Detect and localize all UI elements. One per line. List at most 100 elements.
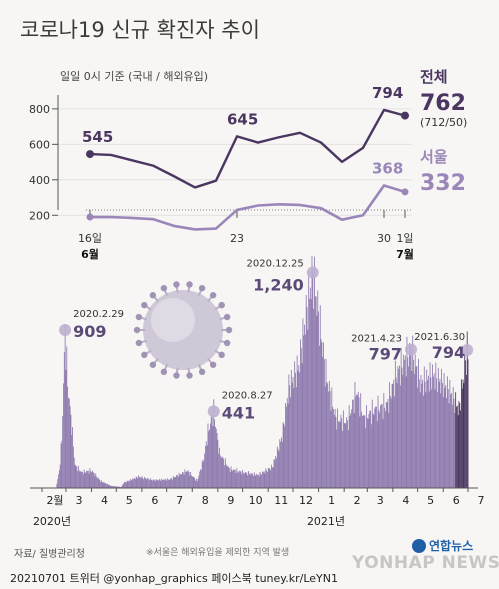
daily-bar [326, 382, 328, 488]
daily-bar [362, 415, 364, 488]
peak-value-3: 797 [369, 344, 402, 363]
daily-bar [299, 372, 301, 488]
daily-bar [352, 399, 354, 488]
daily-bar [226, 466, 228, 488]
daily-bar [317, 290, 319, 488]
daily-bar [379, 412, 381, 488]
daily-bar [182, 472, 184, 488]
month-label-3: 5 [126, 494, 133, 507]
daily-bar [221, 456, 223, 488]
peak-date-0: 2020.2.29 [73, 309, 124, 320]
daily-bar [328, 391, 329, 488]
daily-bar [145, 478, 147, 488]
daily-bar [174, 476, 176, 488]
daily-bar [363, 415, 365, 488]
daily-bar [218, 453, 220, 488]
daily-bar [64, 324, 66, 488]
month-label-5: 7 [176, 494, 183, 507]
daily-bar [93, 472, 95, 488]
daily-bar [117, 486, 119, 488]
daily-bar [266, 471, 268, 488]
daily-bar [75, 465, 77, 488]
daily-bar [398, 369, 400, 488]
daily-bar [187, 470, 189, 488]
daily-bar [377, 395, 379, 488]
daily-bar [319, 305, 321, 488]
daily-bar [106, 483, 108, 488]
daily-bar [387, 399, 389, 488]
month-label-6: 8 [202, 494, 209, 507]
daily-bar [257, 474, 258, 488]
daily-bar [224, 465, 225, 488]
daily-bar [105, 484, 107, 488]
series-1-label-14: 368 [372, 159, 403, 177]
daily-bar [247, 471, 249, 488]
series-0-label-7: 645 [227, 110, 258, 128]
daily-bar [393, 379, 395, 488]
daily-bar [123, 483, 125, 488]
daily-bar [413, 373, 415, 488]
daily-bar [245, 472, 247, 488]
daily-bar [382, 418, 384, 488]
peak-marker-3 [405, 343, 418, 356]
daily-bar [136, 477, 138, 488]
daily-bar [396, 383, 398, 488]
daily-bar [463, 383, 465, 488]
daily-bar [348, 405, 350, 488]
daily-bar [214, 419, 215, 488]
daily-bar [352, 399, 353, 488]
x-tick-label-30: 30 [377, 232, 391, 245]
daily-bar [239, 471, 241, 488]
daily-bar [186, 471, 187, 488]
x-tick-label-1일: 1일 [396, 231, 413, 245]
daily-bar [413, 359, 414, 488]
daily-bar [390, 398, 392, 488]
daily-bar [153, 479, 154, 488]
month-label-15: 5 [427, 494, 434, 507]
daily-bar [252, 473, 253, 488]
daily-bar [442, 397, 444, 488]
daily-bar [168, 479, 170, 488]
daily-bar [233, 469, 235, 488]
daily-bar [68, 397, 69, 488]
daily-bar [309, 287, 311, 488]
month-label-2: 4 [101, 494, 108, 507]
daily-bar [434, 389, 436, 488]
daily-bar [338, 421, 340, 488]
daily-bar [417, 387, 419, 488]
daily-bar [292, 376, 294, 488]
daily-bar [169, 479, 171, 488]
daily-bar [335, 416, 337, 488]
daily-bar [427, 375, 429, 488]
daily-bar [259, 472, 261, 488]
daily-bar [389, 396, 391, 488]
daily-bar [275, 455, 277, 488]
virus-spike-tip [198, 284, 206, 292]
virus-spike-tip [223, 339, 231, 347]
peak-value-0: 909 [73, 322, 106, 341]
virus-spike-tip [149, 361, 157, 368]
daily-bar [65, 369, 67, 488]
month-label-8: 10 [249, 494, 263, 507]
daily-bar [342, 431, 343, 488]
daily-bar [384, 407, 386, 488]
daily-bar [100, 482, 102, 488]
daily-bar [261, 474, 263, 488]
daily-bar [171, 478, 173, 488]
daily-bar [394, 396, 395, 488]
daily-bar [223, 458, 225, 488]
daily-bar [253, 472, 255, 488]
daily-bar [465, 360, 466, 488]
y-tick-label-800: 800 [29, 103, 50, 116]
daily-bar [309, 298, 310, 488]
daily-bar [124, 482, 126, 488]
daily-bar [66, 346, 68, 488]
daily-bar [84, 472, 86, 488]
daily-bar [56, 483, 58, 488]
daily-bar [192, 477, 194, 488]
peak-value-1: 441 [222, 403, 255, 422]
daily-bar [423, 366, 425, 488]
daily-bar [435, 362, 437, 488]
daily-bar [130, 479, 132, 488]
daily-bar [378, 410, 380, 488]
